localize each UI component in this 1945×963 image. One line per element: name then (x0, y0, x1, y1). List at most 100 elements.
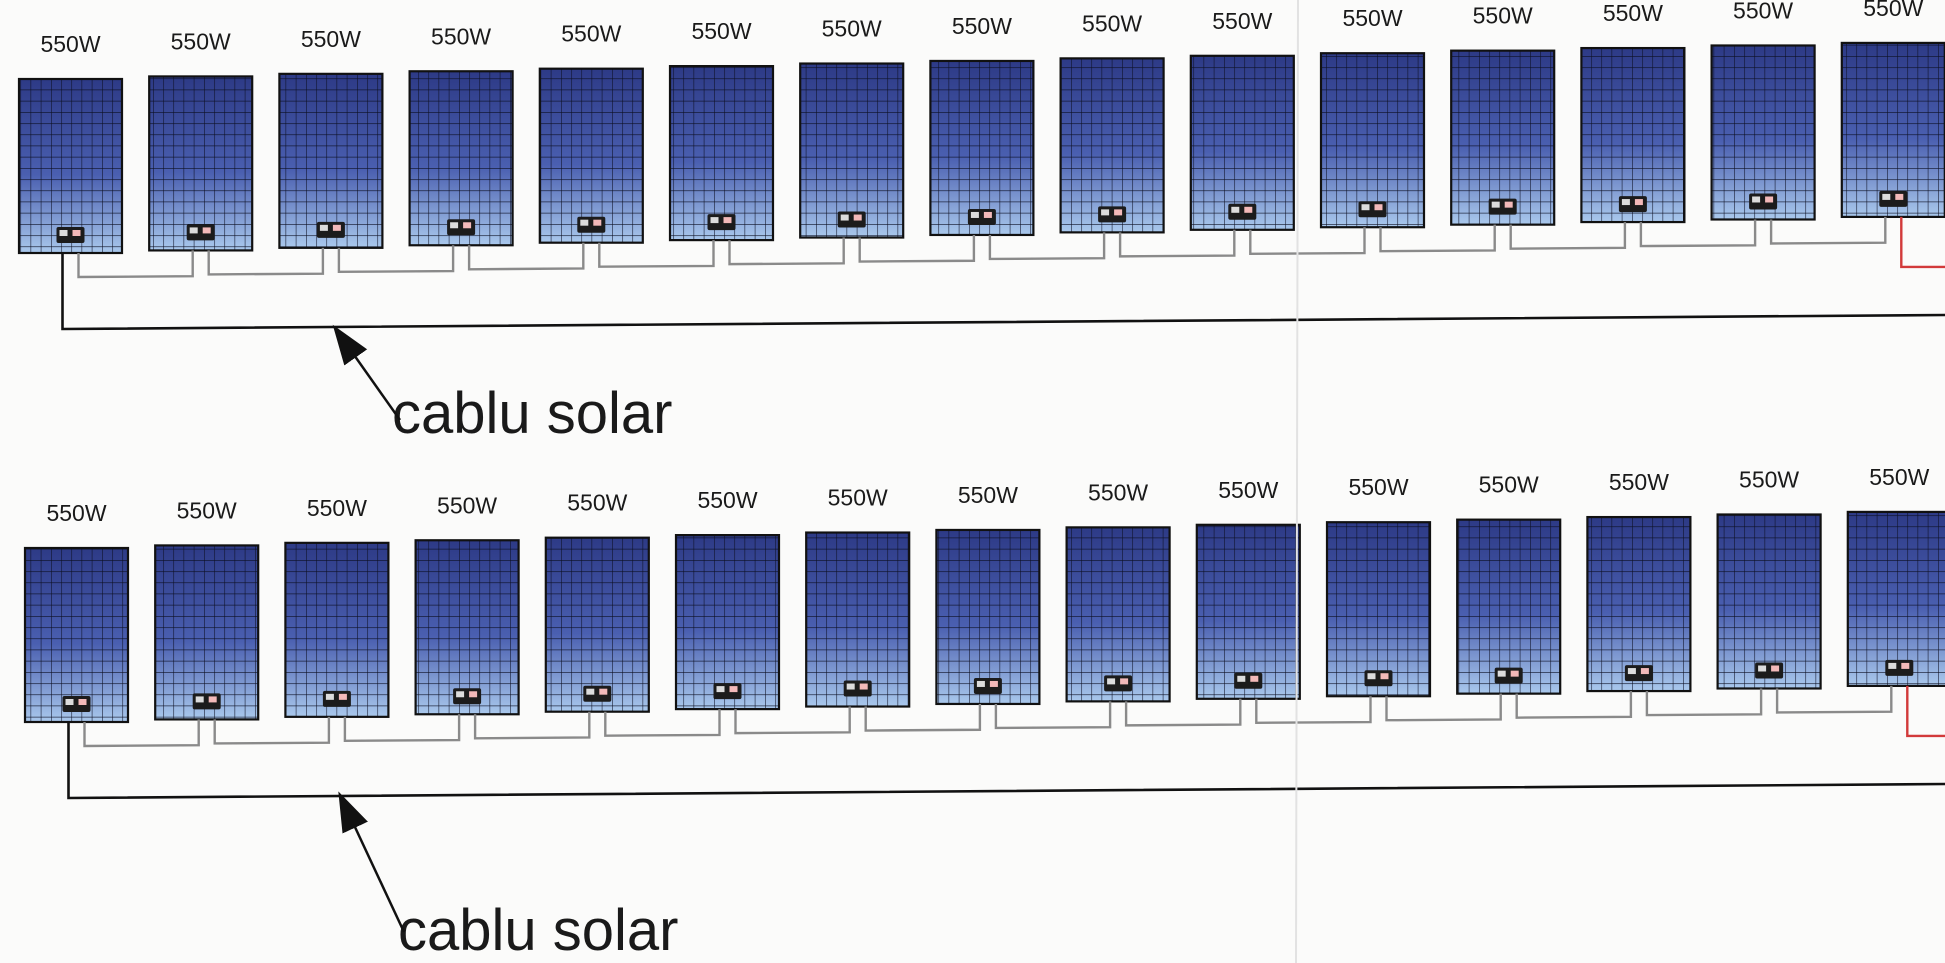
panel-row-1: 550W 550W 550W 550W 550W 550W 550W 550W … (17, 0, 1945, 446)
junction-box-icon (322, 690, 351, 707)
string-wire-segment (988, 232, 1106, 261)
junction-box-icon (62, 696, 91, 712)
solar-panel (1065, 526, 1171, 703)
string-wire-segment (604, 709, 721, 737)
solar-panels (17, 41, 1945, 255)
junction-box-icon (713, 683, 742, 700)
solar-panel (1325, 521, 1432, 698)
panel-wattage-label: 550W (952, 13, 1012, 39)
panel-wattage-label: 550W (431, 23, 491, 49)
solar-panel (414, 539, 520, 716)
junction-box-icon (577, 216, 606, 233)
panel-wattage-label: 550W (301, 26, 361, 52)
junction-box-icon (1494, 667, 1523, 684)
junction-box-icon (837, 211, 866, 228)
positive-lead-wire (1906, 685, 1945, 738)
positive-lead-wire (1900, 216, 1945, 269)
solar-panel (1586, 515, 1692, 693)
solar-panel (805, 531, 911, 708)
panel-wattage-label: 550W (561, 21, 621, 47)
solar-panel (668, 65, 775, 242)
solar-panel (1716, 513, 1822, 690)
junction-box-icon (316, 221, 345, 238)
panel-wattage-label: 550W (177, 497, 237, 523)
string-wire-segment (1509, 222, 1627, 250)
junction-box-icon (447, 219, 476, 236)
panel-wattage-label: 550W (307, 495, 367, 521)
string-wire-segment (1515, 691, 1633, 719)
panel-wattage-label: 550W (1479, 472, 1539, 498)
return-cable (61, 253, 1945, 331)
string-wire-segment (1255, 696, 1372, 725)
junction-box-icon (1879, 190, 1908, 207)
panel-wattage-label: 550W (1342, 5, 1402, 31)
string-wire-segment (994, 701, 1112, 730)
string-wire-segment (734, 706, 851, 735)
panel-wattage-label: 550W (1088, 479, 1148, 505)
junction-box-icon (1749, 193, 1778, 210)
solar-panel (538, 67, 644, 244)
panel-wattage-label: 550W (1082, 10, 1142, 36)
junction-box-icon (973, 677, 1002, 694)
solar-panel (148, 75, 254, 252)
solar-panel (1580, 46, 1686, 224)
junction-box-icon (583, 685, 612, 702)
string-wire-segment (207, 247, 325, 276)
panel-labels: 550W 550W 550W 550W 550W 550W 550W 550W … (46, 464, 1929, 526)
string-wire-segment (467, 242, 585, 271)
junction-box-icon (56, 227, 85, 243)
junction-box-icon (1624, 665, 1653, 682)
string-wire-segment (728, 237, 845, 266)
panel-wattage-label: 550W (691, 18, 751, 44)
junction-box-icon (1364, 670, 1393, 687)
string-wire-segment (213, 716, 331, 745)
cable-label: cablu solar (392, 381, 672, 446)
panel-wattage-label: 550W (1473, 3, 1533, 29)
paper-fold (1295, 0, 1299, 963)
string-wire-segment (83, 719, 200, 748)
solar-panel (544, 536, 650, 713)
string-wire-segment (1124, 698, 1242, 727)
solar-panel (1059, 57, 1165, 234)
junction-box-icon (1618, 196, 1647, 213)
string-wire-segment (1249, 227, 1366, 256)
cable-pointer-arrow (332, 324, 402, 421)
string-wire-segment (864, 703, 982, 732)
string-wire-segment (1769, 216, 1887, 245)
solar-panel (1710, 44, 1816, 221)
solar-panel (799, 62, 905, 239)
solar-panel (17, 77, 124, 255)
string-wiring (67, 685, 1945, 800)
junction-box-icon (707, 214, 736, 231)
panel-wattage-label: 550W (1218, 477, 1278, 503)
solar-panel (1456, 518, 1562, 695)
junction-box-icon (843, 680, 872, 697)
panel-wattage-label: 550W (958, 482, 1018, 508)
solar-panel (929, 59, 1035, 237)
panel-wattage-label: 550W (46, 500, 106, 526)
panel-labels: 550W 550W 550W 550W 550W 550W 550W 550W … (40, 0, 1923, 57)
panel-wattage-label: 550W (822, 16, 882, 42)
panel-wattage-label: 550W (1348, 474, 1408, 500)
panel-wattage-label: 550W (1869, 464, 1929, 490)
solar-panel (408, 70, 514, 247)
junction-box-icon (1104, 675, 1133, 692)
string-wire-segment (343, 714, 461, 743)
solar-panel (935, 528, 1041, 706)
string-wire-segment (77, 250, 194, 279)
string-wire-segment (858, 234, 976, 263)
string-wire-segment (1775, 685, 1893, 714)
junction-box-icon (186, 224, 215, 241)
panel-wattage-label: 550W (828, 485, 888, 511)
solar-panel (674, 534, 781, 711)
string-wire-segment (1645, 688, 1763, 717)
junction-box-icon (192, 693, 221, 710)
junction-box-icon (967, 208, 996, 225)
panel-wattage-label: 550W (1609, 469, 1669, 495)
string-wiring (61, 216, 1945, 331)
string-wire-segment (1118, 229, 1236, 258)
solar-panel (154, 544, 260, 721)
solar-panel (1189, 54, 1295, 231)
string-wire-segment (473, 711, 591, 740)
